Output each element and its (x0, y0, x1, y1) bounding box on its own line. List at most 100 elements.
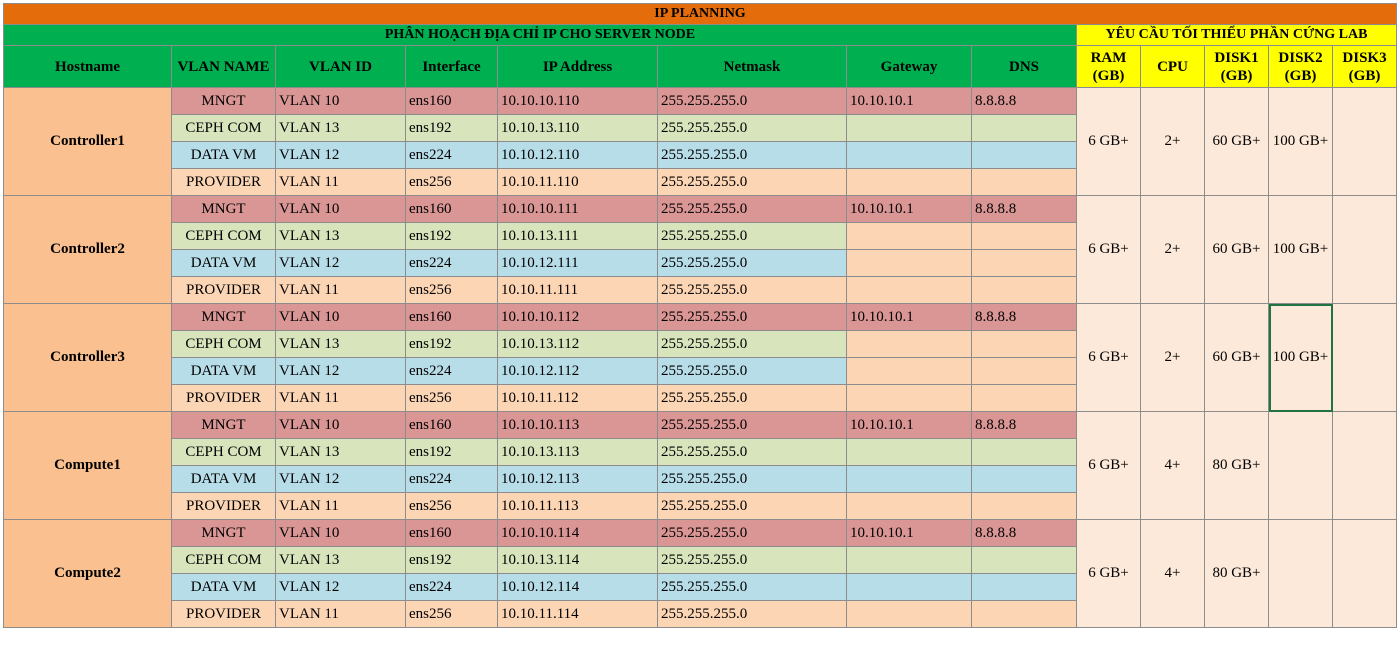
vlan-id-cell[interactable]: VLAN 10 (275, 303, 406, 331)
ip-address-cell[interactable]: 10.10.13.112 (497, 330, 658, 358)
interface-cell[interactable]: ens192 (405, 330, 498, 358)
interface-cell[interactable]: ens224 (405, 573, 498, 601)
dns-cell[interactable] (971, 546, 1077, 574)
gateway-cell[interactable] (846, 114, 972, 142)
vlan-name-cell[interactable]: MNGT (171, 303, 276, 331)
netmask-cell[interactable]: 255.255.255.0 (657, 222, 847, 250)
vlan-id-cell[interactable]: VLAN 10 (275, 195, 406, 223)
disk1-cell[interactable]: 60 GB+ (1204, 87, 1269, 196)
header-ram[interactable]: RAM (GB) (1076, 45, 1141, 88)
header-ip-address[interactable]: IP Address (497, 45, 658, 88)
netmask-cell[interactable]: 255.255.255.0 (657, 168, 847, 196)
dns-cell[interactable]: 8.8.8.8 (971, 303, 1077, 331)
vlan-id-cell[interactable]: VLAN 12 (275, 141, 406, 169)
ip-address-cell[interactable]: 10.10.11.111 (497, 276, 658, 304)
ip-address-cell[interactable]: 10.10.10.113 (497, 411, 658, 439)
vlan-name-cell[interactable]: MNGT (171, 195, 276, 223)
dns-cell[interactable] (971, 357, 1077, 385)
header-interface[interactable]: Interface (405, 45, 498, 88)
header-disk1[interactable]: DISK1 (GB) (1204, 45, 1269, 88)
vlan-id-cell[interactable]: VLAN 10 (275, 411, 406, 439)
vlan-id-cell[interactable]: VLAN 10 (275, 87, 406, 115)
vlan-name-cell[interactable]: MNGT (171, 411, 276, 439)
dns-cell[interactable] (971, 492, 1077, 520)
gateway-cell[interactable] (846, 249, 972, 277)
ip-address-cell[interactable]: 10.10.10.112 (497, 303, 658, 331)
vlan-id-cell[interactable]: VLAN 12 (275, 357, 406, 385)
header-hostname[interactable]: Hostname (3, 45, 172, 88)
interface-cell[interactable]: ens224 (405, 357, 498, 385)
netmask-cell[interactable]: 255.255.255.0 (657, 384, 847, 412)
netmask-cell[interactable]: 255.255.255.0 (657, 546, 847, 574)
netmask-cell[interactable]: 255.255.255.0 (657, 330, 847, 358)
section-ip-header[interactable]: PHÂN HOẠCH ĐỊA CHỈ IP CHO SERVER NODE (3, 24, 1077, 46)
dns-cell[interactable] (971, 330, 1077, 358)
dns-cell[interactable] (971, 438, 1077, 466)
vlan-id-cell[interactable]: VLAN 10 (275, 519, 406, 547)
vlan-name-cell[interactable]: CEPH COM (171, 222, 276, 250)
vlan-name-cell[interactable]: CEPH COM (171, 114, 276, 142)
dns-cell[interactable] (971, 384, 1077, 412)
netmask-cell[interactable]: 255.255.255.0 (657, 195, 847, 223)
vlan-id-cell[interactable]: VLAN 11 (275, 600, 406, 628)
cpu-cell[interactable]: 2+ (1140, 87, 1205, 196)
vlan-name-cell[interactable]: PROVIDER (171, 276, 276, 304)
vlan-id-cell[interactable]: VLAN 12 (275, 465, 406, 493)
vlan-id-cell[interactable]: VLAN 13 (275, 222, 406, 250)
vlan-name-cell[interactable]: MNGT (171, 519, 276, 547)
gateway-cell[interactable] (846, 492, 972, 520)
vlan-name-cell[interactable]: CEPH COM (171, 546, 276, 574)
ip-address-cell[interactable]: 10.10.10.110 (497, 87, 658, 115)
interface-cell[interactable]: ens192 (405, 438, 498, 466)
netmask-cell[interactable]: 255.255.255.0 (657, 276, 847, 304)
header-disk2[interactable]: DISK2 (GB) (1268, 45, 1333, 88)
vlan-id-cell[interactable]: VLAN 12 (275, 249, 406, 277)
disk2-cell[interactable] (1268, 411, 1333, 520)
ip-address-cell[interactable]: 10.10.13.110 (497, 114, 658, 142)
gateway-cell[interactable] (846, 330, 972, 358)
vlan-name-cell[interactable]: PROVIDER (171, 600, 276, 628)
dns-cell[interactable]: 8.8.8.8 (971, 411, 1077, 439)
ram-cell[interactable]: 6 GB+ (1076, 195, 1141, 304)
vlan-name-cell[interactable]: CEPH COM (171, 330, 276, 358)
netmask-cell[interactable]: 255.255.255.0 (657, 573, 847, 601)
disk3-cell[interactable] (1332, 195, 1397, 304)
interface-cell[interactable]: ens160 (405, 411, 498, 439)
hostname-cell[interactable]: Compute1 (3, 411, 172, 520)
netmask-cell[interactable]: 255.255.255.0 (657, 411, 847, 439)
vlan-id-cell[interactable]: VLAN 12 (275, 573, 406, 601)
disk3-cell[interactable] (1332, 303, 1397, 412)
gateway-cell[interactable] (846, 465, 972, 493)
interface-cell[interactable]: ens256 (405, 168, 498, 196)
ram-cell[interactable]: 6 GB+ (1076, 411, 1141, 520)
vlan-id-cell[interactable]: VLAN 13 (275, 114, 406, 142)
vlan-id-cell[interactable]: VLAN 11 (275, 384, 406, 412)
vlan-name-cell[interactable]: DATA VM (171, 465, 276, 493)
disk3-cell[interactable] (1332, 411, 1397, 520)
section-hw-header[interactable]: YÊU CẦU TỐI THIỂU PHẦN CỨNG LAB (1076, 24, 1397, 46)
disk1-cell[interactable]: 60 GB+ (1204, 303, 1269, 412)
ip-address-cell[interactable]: 10.10.12.113 (497, 465, 658, 493)
vlan-name-cell[interactable]: PROVIDER (171, 492, 276, 520)
gateway-cell[interactable] (846, 168, 972, 196)
header-vlan-name[interactable]: VLAN NAME (171, 45, 276, 88)
netmask-cell[interactable]: 255.255.255.0 (657, 249, 847, 277)
cpu-cell[interactable]: 2+ (1140, 303, 1205, 412)
cpu-cell[interactable]: 4+ (1140, 411, 1205, 520)
interface-cell[interactable]: ens224 (405, 249, 498, 277)
vlan-name-cell[interactable]: CEPH COM (171, 438, 276, 466)
ip-address-cell[interactable]: 10.10.12.111 (497, 249, 658, 277)
gateway-cell[interactable] (846, 276, 972, 304)
interface-cell[interactable]: ens192 (405, 114, 498, 142)
interface-cell[interactable]: ens256 (405, 600, 498, 628)
interface-cell[interactable]: ens256 (405, 276, 498, 304)
netmask-cell[interactable]: 255.255.255.0 (657, 519, 847, 547)
disk2-cell[interactable]: 100 GB+ (1268, 195, 1333, 304)
disk1-cell[interactable]: 60 GB+ (1204, 195, 1269, 304)
ip-address-cell[interactable]: 10.10.11.113 (497, 492, 658, 520)
dns-cell[interactable]: 8.8.8.8 (971, 87, 1077, 115)
dns-cell[interactable] (971, 276, 1077, 304)
interface-cell[interactable]: ens192 (405, 546, 498, 574)
netmask-cell[interactable]: 255.255.255.0 (657, 465, 847, 493)
gateway-cell[interactable]: 10.10.10.1 (846, 411, 972, 439)
